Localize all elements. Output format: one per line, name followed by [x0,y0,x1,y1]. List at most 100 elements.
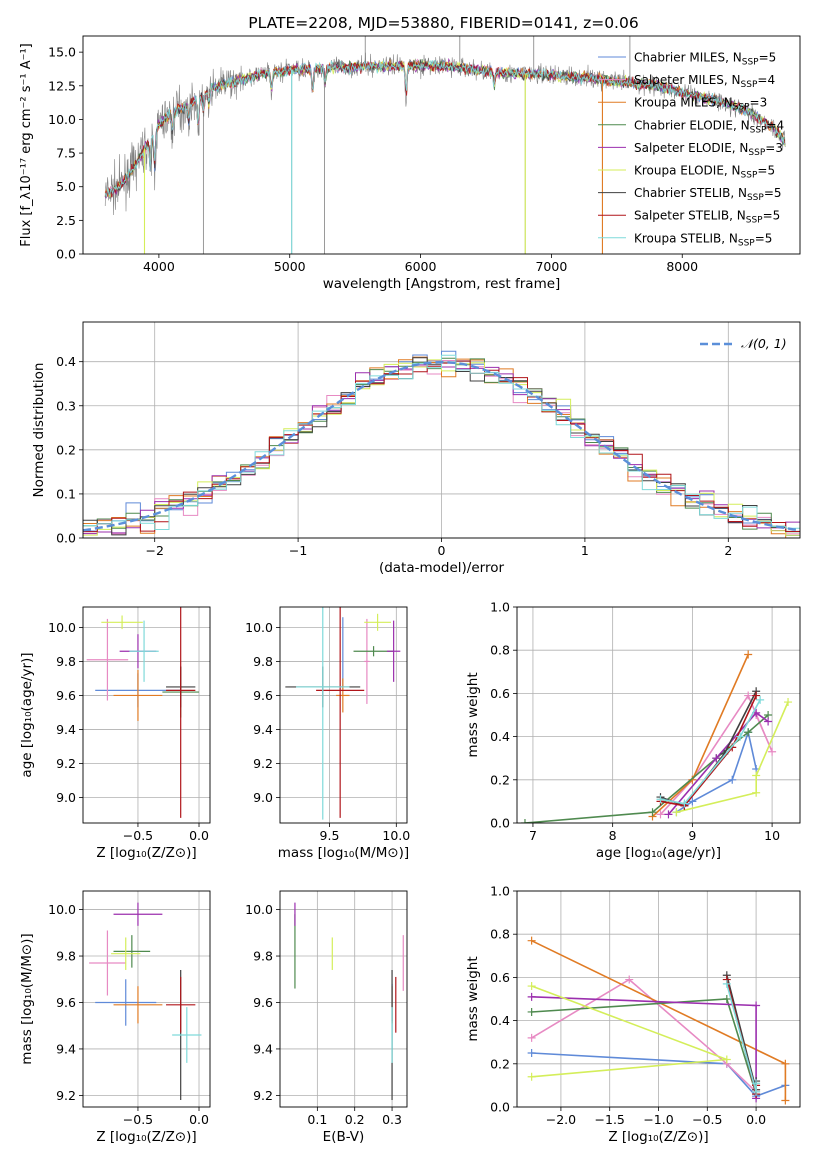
errorbar-salpeter-elodie [386,620,401,682]
legend-entry: Salpeter STELIB, NSSP=5 [634,209,780,226]
tick-label-y: 9.8 [56,654,76,669]
tick-label-y: 9.2 [253,1088,273,1103]
plot-area [86,607,200,818]
tick-label-y: 9.2 [56,756,76,771]
series-salpeter-elodie [527,992,761,1103]
series-line [660,699,761,805]
errorbar-kroupa-miles [336,678,350,713]
tick-label-x: 7000 [535,259,567,274]
tick-label-x: 7 [529,828,537,843]
axes-frame [82,890,211,1108]
series-salpeter-miles [527,975,761,1096]
y-axis-label: age [log₁₀(age/yr)] [19,652,35,777]
tick-label-y: 9.2 [56,1088,76,1103]
point-marker [752,1079,761,1088]
errorbar-kroupa-elodie [101,615,143,630]
errorbar-kroupa-miles [113,986,163,1024]
axes-frame [279,890,408,1108]
plot-area [294,902,404,1101]
tick-label-y: 9.8 [253,949,273,964]
point-marker [527,992,536,1001]
tick-label-y: 0.8 [490,643,510,658]
tick-label-y: 9.6 [56,688,76,703]
point-marker [722,979,731,988]
tick-label-x: 0.2 [345,1112,365,1127]
errorbar-kroupa-miles [113,669,163,721]
tick-label-x: 0.3 [382,1112,402,1127]
point-marker [728,775,737,784]
tick-label-y: 0.0 [490,816,510,831]
tick-label-y: 9.0 [253,790,273,805]
plot-area [285,607,401,820]
tick-label-y: 12.5 [48,78,76,93]
point-marker [752,1001,761,1010]
legend-entry: Kroupa ELODIE, NSSP=5 [634,164,775,181]
tick-label-y: 0.1 [56,486,76,501]
plot-area [89,902,202,1101]
point-marker [527,1033,536,1042]
tick-label-y: 0.2 [490,772,510,787]
axes-frame [82,321,801,539]
tick-label-x: 4000 [143,259,175,274]
point-marker [722,1055,731,1064]
point-marker [784,698,793,707]
tick-label-y: 1.0 [490,600,510,615]
legend-entry: Kroupa STELIB, NSSP=5 [634,231,772,248]
point-marker [527,1049,536,1057]
tick-label-y: 0.0 [490,1100,510,1115]
tick-label-y: 0.0 [56,247,76,262]
panel-mass-vs-Z: −0.5 0.0 9.2 9.4 9.6 9.8 10.0 Z [log₁₀(Z/Z⊙)] ma… [19,890,211,1145]
tick-label-y: 9.8 [253,654,273,669]
panel-spectrum: 4000 5000 6000 7000 8000 0.0 2.5 5.0 7.5 10.0 12.5… [19,14,801,292]
series-kroupa-stelib [656,695,765,808]
tick-label-y: 0.4 [56,354,76,369]
axes-frame [516,606,801,824]
tick-label-x: −1 [289,543,307,558]
tick-label-y: 0.6 [490,970,510,985]
point-marker [712,754,721,763]
errorbar-kroupa-stelib [296,607,350,820]
point-marker [527,936,536,945]
point-marker [722,995,731,1003]
point-marker [656,810,665,819]
errorbar-chabrier-elodie [113,935,151,968]
point-marker [736,732,745,741]
axes-frame [82,606,211,824]
tick-label-y: 1.0 [490,884,510,899]
errorbar-kroupa-stelib [129,620,159,682]
point-marker [744,650,753,659]
legend-entry: Chabrier STELIB, NSSP=5 [634,186,782,203]
x-axis-label: Z [log₁₀(Z/Z⊙)] [96,845,196,861]
series-line [531,998,757,1095]
point-marker [752,771,761,780]
series-chabrier-elodie [520,711,773,823]
legend-entry: 𝒩(0, 1) [741,336,787,351]
y-axis-label: mass [log₁₀(M/M⊙)] [19,933,35,1064]
series-kroupa-stelib [722,979,761,1096]
point-marker [672,808,681,817]
tick-label-y: 10.0 [48,620,76,635]
series-kroupa-miles [527,936,790,1105]
panel-age-vs-mass: 9.5 10.0 9.0 9.2 9.4 9.6 9.8 10.0 mass [log₁₀(M/… [245,606,410,861]
x-axis-label: Z [log₁₀(Z/Z⊙)] [608,1129,708,1145]
errorbar-salpeter-stelib [316,607,365,818]
tick-label-x: −1.0 [643,1112,673,1127]
panel-mass-vs-EBV: 0.1 0.2 0.3 9.2 9.4 9.6 9.8 10.0 E(B-V) [245,890,408,1145]
axes-frame [279,606,408,824]
tick-label-x: −2 [145,543,163,558]
panel-age-vs-Z: −0.5 0.0 9.0 9.2 9.4 9.6 9.8 10.0 Z [log₁₀(Z/Z⊙)… [19,606,211,861]
tick-label-x: 8 [609,828,617,843]
point-marker [625,975,634,984]
legend-entry: Salpeter MILES, NSSP=4 [634,73,775,90]
series-line [660,690,757,807]
tick-label-y: 7.5 [56,146,76,161]
point-marker [781,1096,790,1105]
point-marker [756,695,765,704]
tick-label-y: 9.4 [253,722,273,737]
tick-label-y: 2.5 [56,213,76,228]
errorbar-kroupa-elodie [364,613,391,631]
point-marker [656,795,665,804]
series-line [531,978,757,1093]
tick-label-y: 10.0 [48,112,76,127]
